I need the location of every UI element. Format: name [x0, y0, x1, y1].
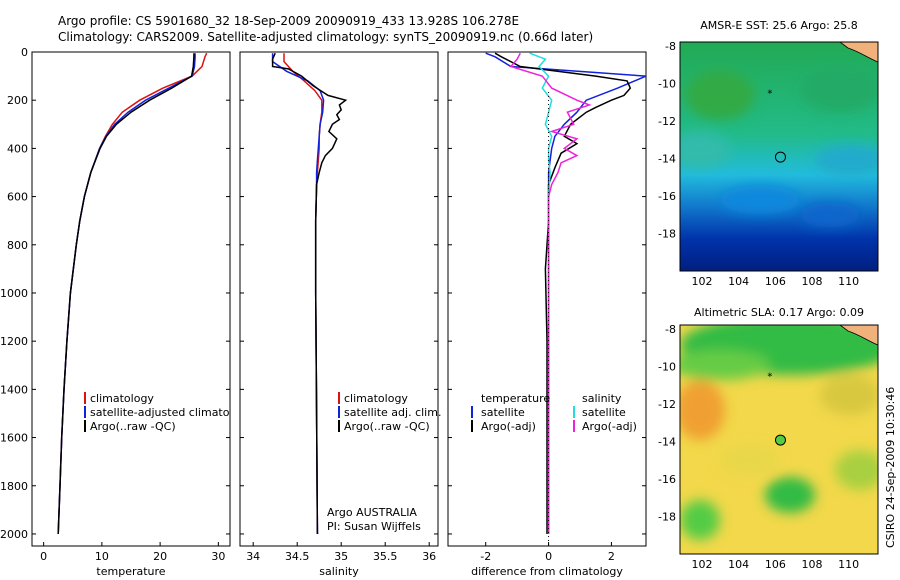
difference-legend: temperature satellite Argo(-adj) salinit…	[471, 392, 637, 433]
sst-lat-tick-label: -12	[658, 115, 676, 128]
sst-lon-tick-label: 108	[802, 275, 823, 288]
temperature-xtick-label: 0	[40, 550, 47, 563]
temperature-xtick-label: 30	[211, 550, 225, 563]
sla-lon-tick-label: 110	[838, 558, 859, 571]
figure-title-line2: Climatology: CARS2009. Satellite-adjuste…	[58, 30, 593, 44]
sla-prev-marker: *	[767, 372, 772, 383]
legend-label-argo: Argo(..raw -QC)	[344, 420, 430, 433]
depth-ytick-label: 1200	[0, 335, 28, 348]
legend-label-climatology: climatology	[344, 392, 408, 405]
difference-xtick-label: 2	[608, 550, 615, 563]
temperature-panel-frame	[31, 51, 231, 547]
salinity-xtick-label: 34	[246, 550, 260, 563]
salinity-xtick-label: 35	[334, 550, 348, 563]
temperature-xtick-label: 20	[153, 550, 167, 563]
difference-panel-frame	[447, 51, 647, 547]
difference-xtick-label: 0	[545, 550, 552, 563]
salinity-series-group	[271, 52, 348, 535]
temperature-xtick-label: 10	[95, 550, 109, 563]
sla-lat-tick-label: -14	[658, 435, 676, 448]
sla-lon-tick-label: 106	[765, 558, 786, 571]
legend-label-sal-satellite: satellite	[582, 406, 626, 419]
sla-lat-tick-label: -10	[658, 360, 676, 373]
difference-xlabel: difference from climatology	[471, 565, 623, 578]
salinity-xtick-label: 34.5	[285, 550, 310, 563]
sst-map-heatmap	[680, 42, 878, 271]
sst-lon-tick-label: 102	[692, 275, 713, 288]
sst-lon-tick-label: 110	[838, 275, 859, 288]
depth-ytick-label: 1800	[0, 480, 28, 493]
temperature-series-group	[57, 52, 208, 535]
sla-lon-tick-label: 102	[692, 558, 713, 571]
depth-ytick-label: 600	[7, 191, 28, 204]
annotation-institution: Argo AUSTRALIA	[327, 506, 417, 519]
legend-label-argo: Argo(..raw -QC)	[90, 420, 176, 433]
difference-series-group	[485, 52, 646, 534]
legend-label-satellite: satellite adj. clim.	[344, 406, 441, 419]
sst-lat-tick-label: -8	[665, 40, 676, 53]
salinity-legend: climatology satellite adj. clim. Argo(..…	[327, 392, 441, 533]
depth-ytick-label: 400	[7, 142, 28, 155]
depth-ytick-label: 1400	[0, 383, 28, 396]
figure-title-line1: Argo profile: CS 5901680_32 18-Sep-2009 …	[58, 14, 519, 28]
temperature-xlabel: temperature	[96, 565, 165, 578]
salinity-panel-frame	[239, 51, 439, 547]
sst-lon-tick-label: 104	[728, 275, 749, 288]
salinity-xtick-label: 35.5	[373, 550, 398, 563]
difference-series-3	[509, 52, 592, 534]
depth-ytick-label: 1000	[0, 287, 28, 300]
sst-map-title: AMSR-E SST: 25.6 Argo: 25.8	[700, 19, 858, 32]
temperature-series-2	[57, 53, 195, 535]
sla-lon-tick-label: 108	[802, 558, 823, 571]
temperature-series-1	[57, 53, 196, 535]
salinity-series-2	[271, 52, 348, 535]
legend-label-climatology: climatology	[90, 392, 154, 405]
depth-ytick-label: 800	[7, 239, 28, 252]
sla-lat-tick-label: -12	[658, 398, 676, 411]
sst-lon-tick-label: 106	[765, 275, 786, 288]
legend-label-temp-argo: Argo(-adj)	[481, 420, 536, 433]
legend-label-sal-argo: Argo(-adj)	[582, 420, 637, 433]
difference-series-1	[494, 52, 632, 534]
sst-lat-tick-label: -16	[658, 190, 676, 203]
legend-label-satellite: satellite-adjusted climatology	[90, 406, 253, 419]
sla-lat-tick-label: -18	[658, 510, 676, 523]
temperature-legend: climatology satellite-adjusted climatolo…	[84, 392, 253, 433]
difference-series-0	[485, 52, 646, 534]
sst-lat-tick-label: -14	[658, 152, 676, 165]
sst-prev-marker: *	[767, 89, 772, 100]
annotation-pi: PI: Susan Wijffels	[327, 520, 421, 533]
sla-map-title: Altimetric SLA: 0.17 Argo: 0.09	[694, 306, 864, 319]
sla-lat-tick-label: -16	[658, 473, 676, 486]
sla-map-heatmap	[680, 325, 878, 554]
sla-map-frame	[679, 324, 879, 555]
depth-ytick-label: 1600	[0, 432, 28, 445]
legend-label-temp-satellite: satellite	[481, 406, 525, 419]
depth-ytick-label: 200	[7, 94, 28, 107]
sst-lat-tick-label: -18	[658, 227, 676, 240]
legend-heading-salinity: salinity	[582, 392, 622, 405]
depth-ytick-label: 2000	[0, 528, 28, 541]
sst-float-marker	[774, 151, 786, 163]
depth-ytick-label: 0	[21, 46, 28, 59]
difference-xtick-label: -2	[480, 550, 491, 563]
sla-float-marker	[774, 434, 786, 446]
sla-lon-tick-label: 104	[728, 558, 749, 571]
sla-lat-tick-label: -8	[665, 323, 676, 336]
credit-timestamp: CSIRO 24-Sep-2009 10:30:46	[884, 387, 897, 548]
temperature-series-0	[57, 52, 208, 535]
legend-heading-temperature: temperature	[481, 392, 550, 405]
salinity-xtick-label: 36	[422, 550, 436, 563]
sst-map-frame	[679, 41, 879, 272]
salinity-xlabel: salinity	[319, 565, 359, 578]
sst-lat-tick-label: -10	[658, 77, 676, 90]
